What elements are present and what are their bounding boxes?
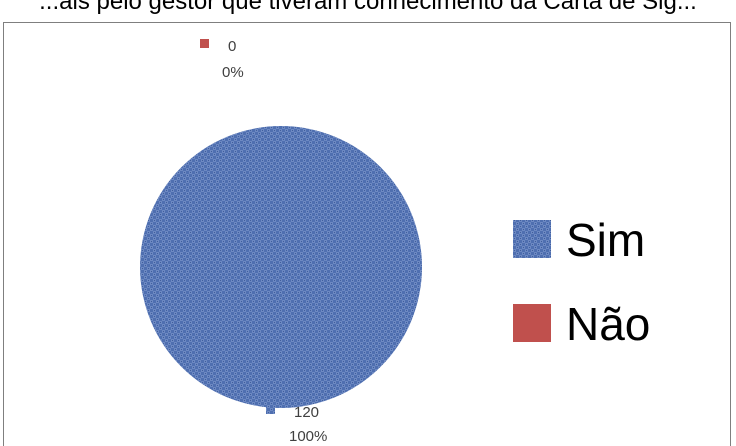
pie-slices (140, 126, 422, 408)
data-label-percent-sim: 100% (289, 428, 327, 445)
legend-swatch-nao (513, 304, 551, 342)
data-label-marker-nao (200, 39, 209, 48)
data-label-value-sim: 120 (294, 404, 319, 421)
data-label-value-nao: 0 (228, 38, 236, 55)
legend-swatch-sim (513, 220, 551, 258)
legend-label-nao: Não (566, 298, 650, 350)
chart-caption-cropped: ...ais pelo gestor que tiveram conhecime… (39, 0, 697, 15)
pie-data-labels: 120 100% 0 0% (200, 38, 327, 445)
data-label-marker-sim (266, 405, 275, 414)
data-label-percent-nao: 0% (222, 64, 244, 81)
legend-label-sim: Sim (566, 214, 645, 266)
chart-legend: Sim Não (513, 214, 650, 350)
pie-slice-sim (140, 126, 422, 408)
